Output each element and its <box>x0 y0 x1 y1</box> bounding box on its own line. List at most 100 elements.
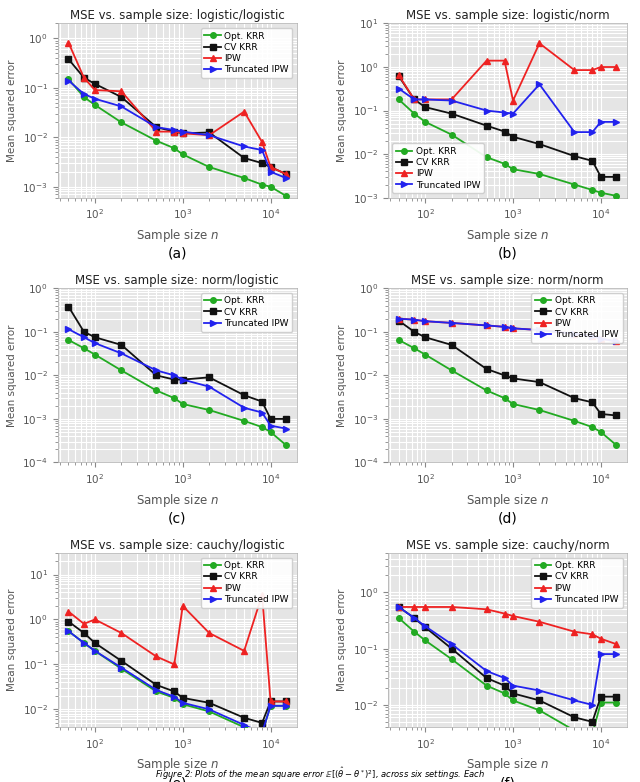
Opt. KRR <box>509 696 517 705</box>
Opt. KRR <box>240 723 248 732</box>
CV KRR <box>170 375 178 384</box>
Truncated IPW <box>118 663 125 673</box>
IPW <box>597 63 605 72</box>
IPW <box>170 127 178 136</box>
Truncated IPW <box>448 318 456 328</box>
Opt. KRR <box>258 180 266 189</box>
IPW <box>421 602 429 612</box>
Truncated IPW <box>80 89 88 99</box>
IPW <box>395 602 403 612</box>
Opt. KRR <box>179 400 187 409</box>
Opt. KRR <box>612 440 620 450</box>
CV KRR <box>91 638 99 647</box>
Line: Truncated IPW: Truncated IPW <box>66 326 289 432</box>
IPW <box>589 66 596 75</box>
Opt. KRR <box>536 405 543 414</box>
IPW <box>612 63 620 72</box>
IPW <box>448 602 456 612</box>
IPW <box>500 322 508 332</box>
Truncated IPW <box>282 174 290 183</box>
Truncated IPW <box>421 95 429 104</box>
Truncated IPW <box>571 696 579 705</box>
Opt. KRR <box>589 730 596 739</box>
Truncated IPW <box>509 681 517 691</box>
IPW <box>282 170 290 179</box>
Line: Truncated IPW: Truncated IPW <box>66 77 289 181</box>
X-axis label: Sample size $n$: Sample size $n$ <box>466 227 549 244</box>
X-axis label: Sample size $n$: Sample size $n$ <box>136 227 219 244</box>
X-axis label: Sample size $n$: Sample size $n$ <box>466 756 549 773</box>
IPW <box>80 73 88 82</box>
Truncated IPW <box>509 324 517 333</box>
Legend: Opt. KRR, CV KRR, IPW, Truncated IPW: Opt. KRR, CV KRR, IPW, Truncated IPW <box>531 292 623 343</box>
Opt. KRR <box>483 386 490 395</box>
CV KRR <box>483 364 490 374</box>
Truncated IPW <box>612 117 620 127</box>
Opt. KRR <box>118 664 125 673</box>
IPW <box>410 95 418 104</box>
Opt. KRR <box>65 626 72 636</box>
Truncated IPW <box>179 698 187 708</box>
Line: Truncated IPW: Truncated IPW <box>396 316 619 344</box>
CV KRR <box>258 718 266 727</box>
CV KRR <box>448 340 456 350</box>
IPW <box>91 85 99 95</box>
Line: CV KRR: CV KRR <box>66 56 289 177</box>
Opt. KRR <box>179 700 187 709</box>
Opt. KRR <box>152 386 160 395</box>
Truncated IPW <box>205 705 213 714</box>
CV KRR <box>500 681 508 691</box>
IPW <box>65 38 72 47</box>
IPW <box>500 56 508 66</box>
IPW <box>267 697 275 706</box>
Truncated IPW <box>80 638 88 647</box>
Truncated IPW <box>205 131 213 140</box>
Y-axis label: Mean squared error: Mean squared error <box>337 59 347 162</box>
Opt. KRR <box>152 136 160 145</box>
CV KRR <box>179 129 187 138</box>
Truncated IPW <box>536 80 543 89</box>
Truncated IPW <box>179 375 187 384</box>
Truncated IPW <box>258 408 266 418</box>
IPW <box>448 95 456 104</box>
Truncated IPW <box>589 700 596 709</box>
Opt. KRR <box>421 636 429 645</box>
Truncated IPW <box>395 84 403 93</box>
Truncated IPW <box>91 646 99 655</box>
IPW <box>597 634 605 644</box>
Opt. KRR <box>483 681 490 691</box>
Line: IPW: IPW <box>396 41 619 103</box>
Text: (c): (c) <box>168 511 186 526</box>
CV KRR <box>91 332 99 342</box>
Opt. KRR <box>118 366 125 375</box>
CV KRR <box>536 378 543 387</box>
Line: CV KRR: CV KRR <box>396 74 619 180</box>
CV KRR <box>597 172 605 181</box>
CV KRR <box>500 371 508 380</box>
Truncated IPW <box>597 117 605 127</box>
Truncated IPW <box>410 315 418 325</box>
Truncated IPW <box>118 102 125 111</box>
IPW <box>240 646 248 655</box>
Truncated IPW <box>118 349 125 358</box>
Opt. KRR <box>267 701 275 711</box>
Truncated IPW <box>421 317 429 326</box>
Opt. KRR <box>597 188 605 197</box>
Opt. KRR <box>282 440 290 450</box>
IPW <box>483 321 490 330</box>
Truncated IPW <box>152 685 160 694</box>
Text: (b): (b) <box>498 246 517 260</box>
Truncated IPW <box>240 720 248 730</box>
Truncated IPW <box>258 728 266 737</box>
CV KRR <box>282 414 290 424</box>
CV KRR <box>65 302 72 311</box>
IPW <box>589 332 596 341</box>
Opt. KRR <box>80 343 88 353</box>
CV KRR <box>282 697 290 706</box>
Truncated IPW <box>536 325 543 335</box>
Truncated IPW <box>65 76 72 85</box>
Opt. KRR <box>500 159 508 168</box>
X-axis label: Sample size $n$: Sample size $n$ <box>136 756 219 773</box>
Truncated IPW <box>152 366 160 375</box>
CV KRR <box>509 374 517 383</box>
